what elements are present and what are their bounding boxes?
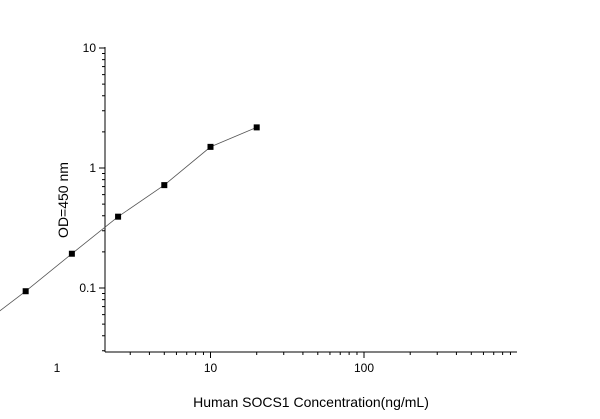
data-point xyxy=(22,288,29,295)
data-point xyxy=(207,143,214,150)
y-tick-label: 10 xyxy=(83,41,97,55)
y-tick-label: 0.1 xyxy=(79,281,96,295)
data-point xyxy=(115,213,122,220)
data-point xyxy=(68,250,75,257)
data-point xyxy=(161,182,168,189)
y-tick-label: 1 xyxy=(89,161,96,175)
data-point xyxy=(253,124,260,131)
plot-area xyxy=(104,47,517,353)
y-axis-title: OD=450 nm xyxy=(55,162,71,238)
data-series xyxy=(0,124,260,312)
axis-ticks xyxy=(99,47,511,358)
x-axis-title: Human SOCS1 Concentration(ng/mL) xyxy=(193,394,429,410)
x-tick-label: 100 xyxy=(354,361,374,375)
series-line xyxy=(0,127,257,312)
x-tick-label: 1 xyxy=(54,361,61,375)
axis-tick-labels: 1 10 100 0.1 1 10 xyxy=(54,41,375,375)
x-tick-label: 10 xyxy=(204,361,218,375)
